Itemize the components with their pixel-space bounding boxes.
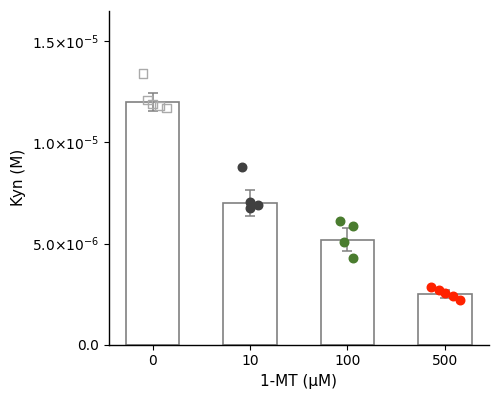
- Point: [156, 103, 164, 109]
- Point: [246, 205, 254, 211]
- Point: [254, 202, 262, 208]
- Point: [340, 238, 347, 245]
- Bar: [418, 294, 472, 345]
- Point: [349, 254, 357, 261]
- Point: [349, 223, 357, 230]
- Point: [448, 293, 456, 299]
- Y-axis label: Kyn (M): Kyn (M): [11, 149, 26, 206]
- Point: [246, 199, 254, 205]
- Point: [435, 287, 443, 293]
- Point: [456, 297, 464, 303]
- Point: [427, 284, 435, 290]
- Point: [162, 105, 170, 111]
- Bar: [320, 240, 374, 345]
- X-axis label: 1-MT (μM): 1-MT (μM): [260, 374, 337, 389]
- Bar: [223, 203, 277, 345]
- Bar: [126, 102, 180, 345]
- Point: [441, 290, 449, 296]
- Point: [148, 101, 156, 107]
- Point: [144, 97, 152, 103]
- Point: [139, 70, 147, 77]
- Point: [238, 164, 246, 170]
- Point: [336, 218, 344, 224]
